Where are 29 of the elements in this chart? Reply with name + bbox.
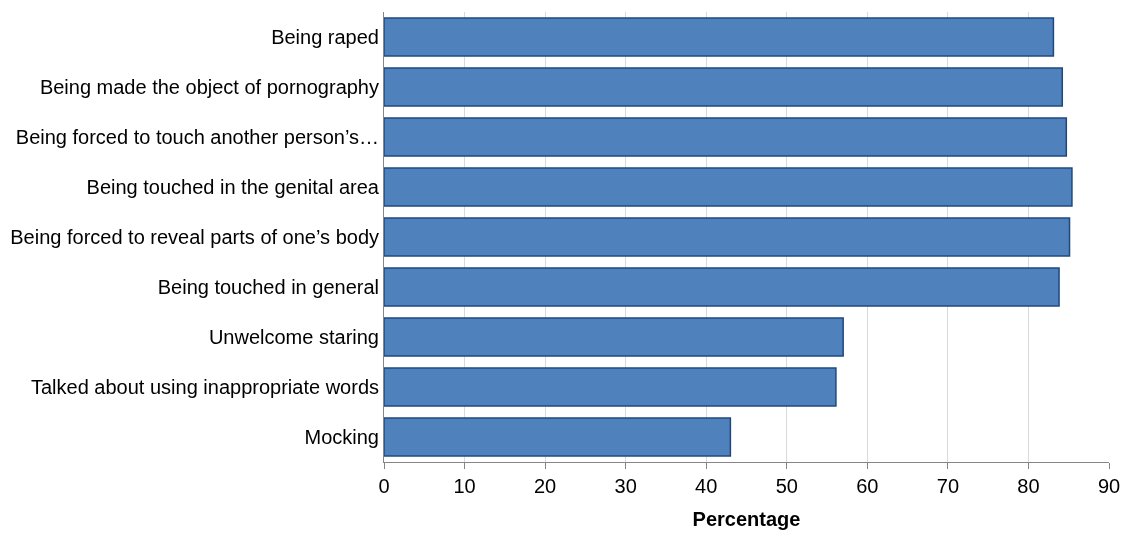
- x-tick-label: 40: [695, 475, 718, 497]
- x-tick-label: 10: [453, 475, 476, 497]
- x-tick-label: 70: [936, 475, 960, 497]
- bar: [384, 67, 1064, 107]
- y-tick-label: Being forced to touch another person’s…: [15, 126, 379, 148]
- y-tick-label: Being raped: [271, 26, 379, 48]
- bar: [384, 217, 1071, 257]
- x-tick-label: 0: [378, 475, 390, 497]
- y-tick-label: Being touched in the genital area: [86, 176, 380, 198]
- y-tick-label: Mocking: [304, 426, 379, 448]
- bar: [384, 117, 1068, 157]
- bar: [384, 17, 1055, 57]
- x-tick-label: 60: [856, 475, 879, 497]
- y-tick-label: Being touched in general: [157, 276, 379, 298]
- x-axis-title: Percentage: [692, 507, 801, 530]
- y-tick-label: Being made the object of pornography: [39, 76, 379, 98]
- x-tick-label: 20: [533, 475, 557, 497]
- y-tick-label: Talked about using inappropriate words: [31, 376, 379, 398]
- bar: [384, 367, 837, 407]
- x-tick-label: 80: [1017, 475, 1040, 497]
- x-tick-label: 50: [775, 475, 798, 497]
- bar: [384, 417, 732, 457]
- bar: [384, 317, 844, 357]
- y-tick-label: Being forced to reveal parts of one’s body: [10, 226, 379, 248]
- x-tick-label: 30: [614, 475, 637, 497]
- bar: [384, 267, 1060, 307]
- x-tick-label: 90: [1097, 475, 1121, 497]
- y-tick-label: Unwelcome staring: [208, 326, 379, 348]
- bar: [384, 167, 1073, 207]
